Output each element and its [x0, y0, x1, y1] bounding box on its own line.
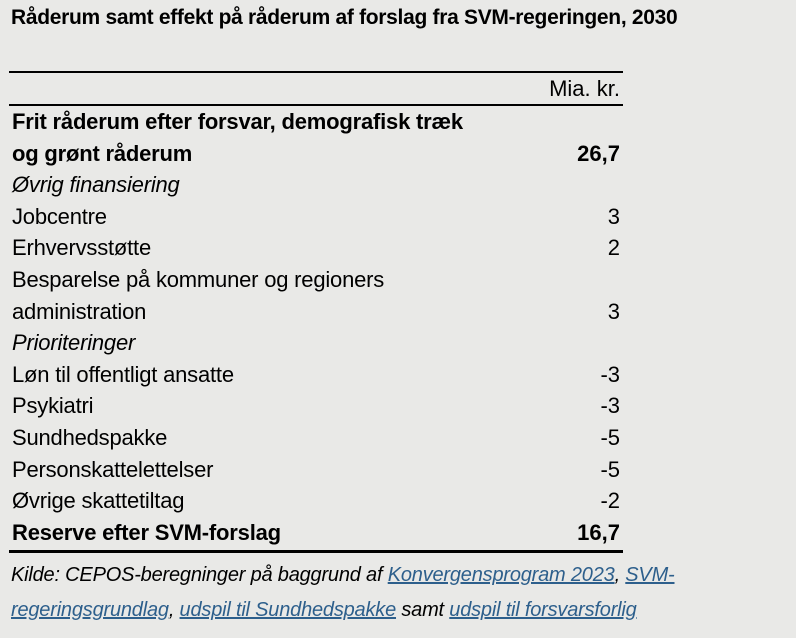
table-row: Reserve efter SVM-forslag 16,7: [9, 517, 623, 549]
source-link[interactable]: udspil til forsvarsforlig: [449, 599, 637, 622]
table-row: Erhvervsstøtte 2: [9, 232, 623, 264]
table-row: Sundhedspakke -5: [9, 422, 623, 454]
source-text: Kilde: CEPOS-beregninger på baggrund af: [11, 564, 388, 587]
row-value: -5: [600, 456, 620, 482]
source-text: ,: [614, 564, 626, 587]
row-label: Øvrige skattetiltag: [12, 488, 185, 514]
table-row: Psykiatri -3: [9, 390, 623, 422]
table-header-row: Mia. kr.: [9, 71, 623, 106]
row-value: -2: [600, 488, 620, 514]
row-label: Prioriteringer: [12, 330, 136, 356]
row-value: 3: [607, 203, 620, 229]
row-value: -3: [600, 393, 620, 419]
row-value: 26,7: [577, 140, 620, 166]
source-note: Kilde: CEPOS-beregninger på baggrund af …: [11, 558, 721, 628]
row-value: 16,7: [577, 519, 620, 545]
table-body: Frit råderum efter forsvar, demografisk …: [9, 106, 623, 548]
table-row: Øvrige skattetiltag -2: [9, 485, 623, 517]
row-value: 2: [607, 235, 620, 261]
source-text: ,: [168, 599, 180, 622]
source-text: samt: [396, 599, 450, 622]
row-label: Øvrig finansiering: [12, 172, 180, 198]
table-row: Jobcentre 3: [9, 201, 623, 233]
table-row: Frit råderum efter forsvar, demografisk …: [9, 106, 623, 169]
row-value: -3: [600, 361, 620, 387]
source-link[interactable]: Konvergensprogram 2023: [387, 564, 615, 587]
table-row: Personskattelettelser -5: [9, 454, 623, 486]
row-label: Sundhedspakke: [12, 424, 168, 450]
row-label: Løn til offentligt ansatte: [12, 361, 234, 387]
row-label: Besparelse på kommuner og regioners admi…: [12, 266, 385, 324]
row-label: Jobcentre: [12, 203, 107, 229]
row-value: -5: [600, 424, 620, 450]
row-label: Psykiatri: [12, 393, 94, 419]
row-value: 3: [607, 298, 620, 324]
table-row: Besparelse på kommuner og regioners admi…: [9, 264, 623, 327]
row-label: Erhvervsstøtte: [12, 235, 152, 261]
row-label: Frit råderum efter forsvar, demografisk …: [12, 109, 463, 166]
row-label: Personskattelettelser: [12, 456, 214, 482]
table-row: Øvrig finansiering: [9, 169, 623, 201]
table-row: Prioriteringer: [9, 327, 623, 359]
unit-header-label: Mia. kr.: [549, 75, 620, 101]
figure-title: Råderum samt effekt på råderum af forsla…: [11, 6, 678, 29]
table-row: Løn til offentligt ansatte -3: [9, 359, 623, 391]
data-table: Mia. kr. Frit råderum efter forsvar, dem…: [9, 71, 623, 554]
row-label: Reserve efter SVM-forslag: [12, 519, 281, 545]
source-link[interactable]: SVM-regeringsgrundlag: [11, 564, 675, 622]
source-link[interactable]: udspil til Sundhedspakke: [179, 599, 397, 622]
